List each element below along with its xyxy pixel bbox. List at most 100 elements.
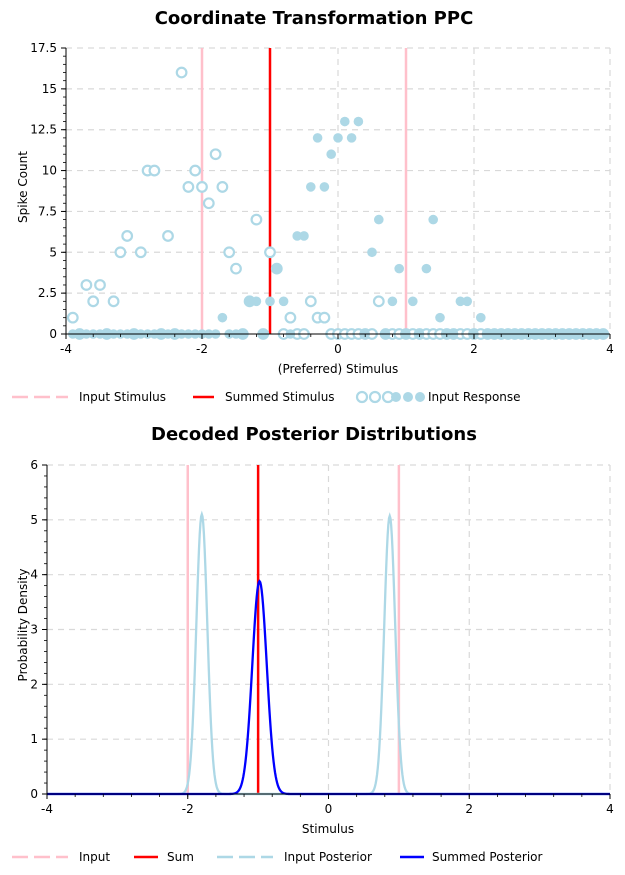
response-point-hollow xyxy=(304,295,317,308)
response-point-filled xyxy=(265,296,275,307)
chart2-y-ticks: 0 1 2 3 4 5 6 xyxy=(30,458,47,801)
y-tick-label: 3 xyxy=(30,623,38,637)
legend-summed-posterior-label: Summed Posterior xyxy=(432,850,543,864)
x-tick-label: -4 xyxy=(60,342,72,356)
legend-input-label: Input xyxy=(79,850,110,864)
legend-filled-marker xyxy=(391,392,401,402)
response-point-hollow xyxy=(94,279,106,291)
response-point-hollow xyxy=(175,66,188,79)
response-point-filled xyxy=(408,296,418,307)
y-tick-label: 7.5 xyxy=(38,204,57,218)
x-tick-label: 4 xyxy=(606,802,614,816)
chart2-ylabel: Probability Density xyxy=(16,569,30,682)
legend-summed-stimulus-label: Summed Stimulus xyxy=(225,390,335,404)
x-tick-label: 2 xyxy=(470,342,478,356)
x-tick-label: 0 xyxy=(325,802,333,816)
chart-decoded-posteriors: Decoded Posterior Distributions -4 -2 0 2 4 … xyxy=(12,424,614,864)
chart2-xlabel: Stimulus xyxy=(302,822,354,836)
response-point-filled xyxy=(428,214,439,225)
response-point-filled xyxy=(251,296,262,307)
chart-coordinate-transformation: Coordinate Transformation PPC -4 -2 0 2 4 0 2… xyxy=(12,8,614,404)
response-point-hollow xyxy=(318,311,331,324)
response-point-filled xyxy=(292,231,303,241)
response-point-hollow xyxy=(148,164,161,177)
response-point-hollow xyxy=(162,230,174,242)
chart1-grid xyxy=(66,47,611,334)
chart1-title: Coordinate Transformation PPC xyxy=(155,8,474,29)
response-point-hollow xyxy=(121,230,134,242)
response-point-filled xyxy=(340,116,350,127)
y-tick-label: 5 xyxy=(30,513,38,527)
y-tick-label: 15 xyxy=(42,82,57,96)
response-point-hollow xyxy=(264,246,276,259)
response-point-filled xyxy=(374,214,384,225)
legend-filled-marker xyxy=(403,392,413,402)
chart1-legend: Input Stimulus Summed Stimulus Input Res… xyxy=(12,390,521,404)
legend-hollow-marker xyxy=(368,390,382,404)
response-point-filled xyxy=(387,296,398,307)
response-point-hollow xyxy=(223,246,236,259)
y-tick-label: 0 xyxy=(49,327,57,341)
response-point-filled xyxy=(353,116,364,127)
y-tick-label: 6 xyxy=(30,458,38,472)
response-point-filled xyxy=(333,133,343,143)
response-point-hollow xyxy=(372,295,385,308)
response-point-filled xyxy=(394,263,405,274)
y-tick-label: 17.5 xyxy=(30,41,57,55)
response-point-filled xyxy=(346,133,357,143)
response-point-hollow xyxy=(80,279,93,291)
chart2-grid xyxy=(47,464,611,794)
response-point-hollow xyxy=(66,311,79,324)
chart1-x-ticks: -4 -2 0 2 4 xyxy=(60,334,614,356)
response-point-hollow xyxy=(182,181,195,193)
legend-filled-marker xyxy=(415,392,425,402)
response-point-filled xyxy=(462,296,473,307)
legend-hollow-marker xyxy=(355,390,369,404)
x-tick-label: 2 xyxy=(465,802,473,816)
response-point-filled xyxy=(299,231,309,241)
response-point-filled xyxy=(272,263,282,274)
legend-input-posterior-label: Input Posterior xyxy=(284,850,372,864)
chart2-title: Decoded Posterior Distributions xyxy=(151,424,477,445)
x-tick-label: 0 xyxy=(334,342,342,356)
x-tick-label: -4 xyxy=(41,802,53,816)
response-point-filled xyxy=(326,149,337,160)
response-point-hollow xyxy=(134,246,147,259)
response-point-filled xyxy=(217,312,228,323)
response-point-filled xyxy=(306,182,316,192)
response-point-filled xyxy=(312,133,323,143)
x-tick-label: 4 xyxy=(606,342,614,356)
legend-sum-label: Sum xyxy=(167,850,194,864)
response-point-hollow xyxy=(87,295,100,308)
response-point-hollow xyxy=(250,213,263,226)
y-tick-label: 2.5 xyxy=(38,286,57,300)
response-point-filled xyxy=(278,296,289,307)
chart1-xlabel: (Preferred) Stimulus xyxy=(278,362,398,376)
response-point-filled xyxy=(244,296,255,307)
chart2-x-ticks: -4 -2 0 2 4 xyxy=(41,794,614,816)
response-point-filled xyxy=(435,312,445,323)
response-point-hollow xyxy=(209,148,222,161)
response-point-hollow xyxy=(202,197,215,210)
y-tick-label: 12.5 xyxy=(30,123,57,137)
chart1-y-ticks: 0 2.5 5 7.5 10 12.5 15 17.5 xyxy=(30,41,66,341)
chart2-legend: Input Sum Input Posterior Summed Posteri… xyxy=(12,850,543,864)
y-tick-label: 2 xyxy=(30,677,38,691)
response-point-hollow xyxy=(189,164,202,177)
response-point-hollow xyxy=(216,181,229,193)
response-point-hollow xyxy=(230,262,242,275)
y-tick-label: 10 xyxy=(42,164,57,178)
y-tick-label: 4 xyxy=(30,568,38,582)
response-point-filled xyxy=(367,247,377,258)
legend-input-stimulus-label: Input Stimulus xyxy=(79,390,166,404)
response-point-hollow xyxy=(196,181,208,193)
x-tick-label: -2 xyxy=(196,342,208,356)
y-tick-label: 0 xyxy=(30,787,38,801)
response-point-filled xyxy=(421,263,432,274)
y-tick-label: 1 xyxy=(30,732,38,746)
x-tick-label: -2 xyxy=(182,802,194,816)
chart1-ylabel: Spike Count xyxy=(16,151,30,223)
y-tick-label: 5 xyxy=(49,245,57,259)
response-point-filled xyxy=(455,296,466,307)
